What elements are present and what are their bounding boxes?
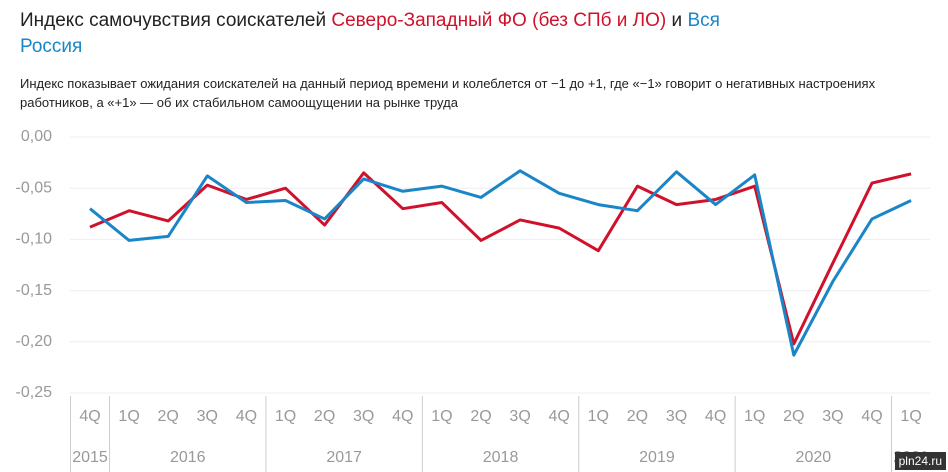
x-tick-label: 4Q [79,408,100,425]
y-tick-label: -0,20 [16,333,53,350]
x-tick-label: 1Q [118,408,139,425]
x-tick-label: 1Q [744,408,765,425]
year-label: 2018 [483,449,519,466]
x-tick-label: 2Q [627,408,648,425]
year-label: 2019 [639,449,675,466]
y-tick-label: -0,10 [16,231,53,248]
x-tick-label: 2Q [314,408,335,425]
x-tick-label: 4Q [705,408,726,425]
title-text: и [671,10,683,31]
subtitle: Индекс показывает ожидания соискателей н… [20,76,876,110]
x-tick-label: 1Q [431,408,452,425]
y-tick-label: -0,25 [16,384,53,401]
y-tick-label: -0,05 [16,179,53,196]
watermark: pln24.ru [894,452,946,470]
year-label: 2015 [72,449,108,466]
x-tick-label: 4Q [549,408,570,425]
x-tick-label: 2Q [783,408,804,425]
line-series [89,171,912,346]
x-tick-label: 1Q [275,408,296,425]
x-tick-label: 1Q [588,408,609,425]
x-tick-label: 3Q [509,408,530,425]
x-tick-label: 3Q [666,408,687,425]
x-tick-label: 4Q [392,408,413,425]
x-tick-label: 2Q [158,408,179,425]
legend-label: Вся Россия [20,10,720,57]
year-label: 2017 [326,449,362,466]
x-tick-label: 3Q [822,408,843,425]
y-tick-label: 0,00 [21,128,52,145]
legend-label: Северо-Западный ФО (без СПб и ЛО) [331,10,667,31]
x-tick-label: 4Q [861,408,882,425]
chart-title: Индекс самочувствия соискателей Северо-З… [20,8,740,60]
y-tick-label: -0,15 [16,282,53,299]
x-tick-label: 3Q [197,408,218,425]
x-tick-label: 4Q [236,408,257,425]
x-tick-label: 1Q [900,408,921,425]
x-tick-label: 2Q [470,408,491,425]
year-label: 2020 [796,449,832,466]
line-series [89,169,912,357]
x-tick-label: 3Q [353,408,374,425]
year-label: 2016 [170,449,206,466]
title-text: Индекс самочувствия соискателей [20,10,327,31]
